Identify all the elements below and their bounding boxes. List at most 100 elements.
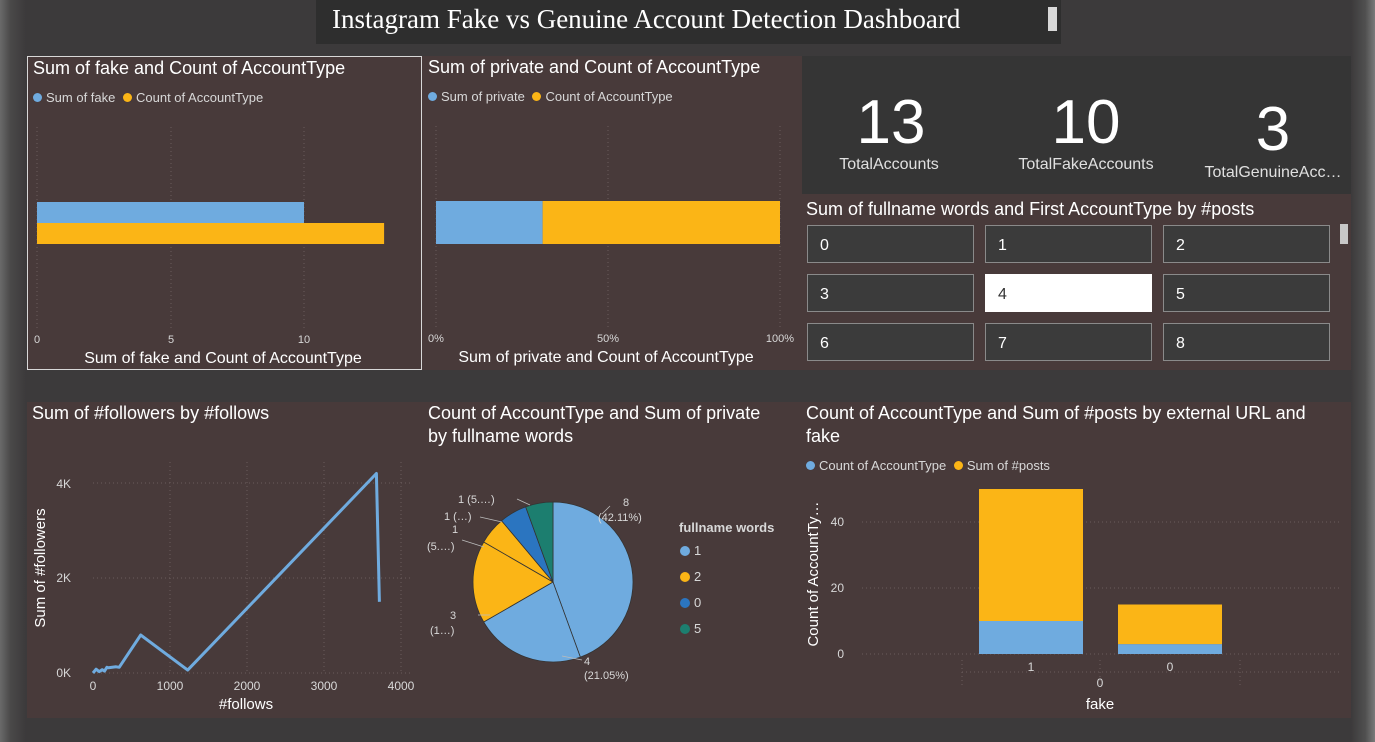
- chart-fullname-pie-panel[interactable]: Count of AccountType and Sum of private …: [422, 402, 802, 718]
- bar-count-of-accounttype[interactable]: [542, 201, 780, 244]
- chart-private-count-title: Sum of private and Count of AccountType: [428, 57, 761, 77]
- slice-label: 3: [450, 610, 456, 622]
- legend-dot-orange: [953, 461, 963, 470]
- slicer-item[interactable]: 8: [1163, 323, 1330, 361]
- followers-line[interactable]: [91, 472, 381, 674]
- legend-label: Sum of fake: [46, 90, 116, 105]
- chart-url-fake-plot: 0 20 40 1 0 0 fake Count of AccountTy…: [805, 489, 1342, 713]
- legend-dot-orange: [532, 92, 542, 101]
- pie-slice[interactable]: [483, 581, 581, 663]
- y-tick-label: 2K: [56, 571, 71, 585]
- kpi-fake-accounts-label: TotalFakeAccounts: [1018, 156, 1154, 173]
- chart-fake-count-plot: 0 5 10 Sum of fake and Count of AccountT…: [34, 127, 385, 367]
- legend-dot-blue: [428, 92, 437, 101]
- legend-label: Count of AccountType: [545, 89, 673, 104]
- legend-dot-blue: [680, 546, 690, 556]
- slicer-item[interactable]: 3: [807, 274, 974, 312]
- x-tick-label: 0: [90, 679, 97, 693]
- chart-fake-count-title: Sum of fake and Count of AccountType: [33, 58, 346, 78]
- kpi-area: 13 TotalAccounts 10 TotalFakeAccounts 3 …: [802, 56, 1351, 194]
- slicer-item[interactable]: 7: [985, 323, 1152, 361]
- x-axis-title: Sum of private and Count of AccountType: [458, 349, 753, 366]
- posts-slicer-title: Sum of fullname words and First AccountT…: [806, 199, 1255, 219]
- legend-label: Sum of private: [441, 89, 525, 104]
- bar-count-accounttype-0[interactable]: [1118, 644, 1222, 654]
- y-tick-label: 40: [831, 515, 845, 529]
- slice-label: (21.05%): [584, 670, 629, 682]
- legend-dot-blue: [806, 461, 815, 470]
- chart-fake-count-legend: Sum of fake Count of AccountType: [33, 90, 263, 105]
- x-category-label: 1: [1028, 660, 1035, 674]
- slice-label: 1 (5.…): [458, 494, 495, 506]
- chart-url-fake-title-line2: fake: [806, 426, 841, 446]
- x-axis-title: #follows: [219, 696, 273, 713]
- leader-line: [461, 539, 485, 548]
- slice-label: 8: [623, 497, 629, 509]
- kpi-fake-accounts-value: 10: [1051, 88, 1121, 157]
- slice-label: (5.…): [427, 541, 455, 553]
- posts-slicer-panel: Sum of fullname words and First AccountT…: [802, 194, 1351, 370]
- y-tick-label: 4K: [56, 477, 71, 491]
- legend-label: 1: [694, 543, 701, 558]
- x-tick-label: 3000: [311, 679, 338, 693]
- leader-line: [601, 505, 611, 515]
- chart-fake-count-panel[interactable]: Sum of fake and Count of AccountType Sum…: [27, 56, 422, 370]
- legend-label: 5: [694, 621, 701, 636]
- x-tick-label: 0%: [428, 333, 444, 345]
- x-tick-label: 100%: [766, 333, 794, 345]
- chart-private-count-plot: 0% 50% 100% Sum of private and Count of …: [428, 126, 794, 366]
- chart-url-fake-title-line1: Count of AccountType and Sum of #posts b…: [806, 403, 1306, 423]
- slicer-item-selected[interactable]: 4: [985, 274, 1152, 312]
- dashboard-title: Instagram Fake vs Genuine Account Detect…: [332, 4, 961, 34]
- slice-label: (42.11%): [598, 512, 642, 524]
- y-tick-label: 20: [831, 581, 845, 595]
- pie-slice[interactable]: [525, 501, 554, 583]
- x-category-label: 0: [1167, 660, 1174, 674]
- slicer-item[interactable]: 6: [807, 323, 974, 361]
- kpi-genuine-accounts-value: 3: [1255, 95, 1291, 164]
- chart-pie-title-line2: by fullname words: [428, 426, 574, 446]
- chart-fullname-pie-plot: 8 (42.11%) 4 (21.05%) 3 (1…) 1 (5.…) 1 (…: [427, 494, 774, 682]
- bar-count-of-accounttype[interactable]: [37, 223, 385, 244]
- slice-label: 1: [452, 524, 458, 536]
- chart-followers-title: Sum of #followers by #follows: [32, 403, 270, 423]
- y-axis-title: Count of AccountTy…: [805, 501, 822, 646]
- slicer-item[interactable]: 5: [1163, 274, 1330, 312]
- x-tick-label: 4000: [388, 679, 415, 693]
- slice-label: (1…): [430, 625, 454, 637]
- x-axis-title: fake: [1086, 696, 1114, 713]
- x-tick-label: 2000: [234, 679, 261, 693]
- chart-followers-panel[interactable]: Sum of #followers by #follows 0K 2K 4K 0…: [27, 402, 422, 718]
- x-tick-label: 0: [34, 334, 40, 346]
- legend-dot-darkblue: [680, 598, 690, 608]
- chart-private-count-panel[interactable]: Sum of private and Count of AccountType …: [422, 56, 802, 370]
- x-tick-label: 50%: [597, 333, 619, 345]
- chart-followers-plot: 0K 2K 4K 0 1000 2000 3000 4000 #follows …: [32, 462, 415, 713]
- legend-label: Count of AccountType: [136, 90, 264, 105]
- slicer-item[interactable]: 1: [985, 225, 1152, 263]
- legend-label: 0: [694, 595, 701, 610]
- leader-line: [516, 498, 531, 506]
- bar-sum-posts-1[interactable]: [979, 489, 1083, 621]
- slicer-item[interactable]: 2: [1163, 225, 1330, 263]
- y-axis-title: Sum of #followers: [32, 508, 49, 627]
- legend-label: Count of AccountType: [819, 458, 947, 473]
- kpi-total-accounts-label: TotalAccounts: [839, 156, 939, 173]
- chart-private-count-legend: Sum of private Count of AccountType: [428, 89, 673, 104]
- bar-sum-of-fake[interactable]: [37, 202, 304, 223]
- kpi-total-accounts-value: 13: [856, 88, 926, 157]
- x-group-label: 0: [1097, 676, 1104, 690]
- title-cursor: [1048, 7, 1057, 31]
- slicer-scrollbar[interactable]: [1340, 224, 1348, 244]
- legend-dot-orange: [680, 572, 690, 582]
- bar-sum-of-private[interactable]: [436, 201, 543, 244]
- slicer-item[interactable]: 0: [807, 225, 974, 263]
- chart-url-fake-panel[interactable]: Count of AccountType and Sum of #posts b…: [802, 402, 1351, 718]
- y-tick-label: 0K: [56, 666, 71, 680]
- window-frame-right: [1351, 0, 1375, 742]
- legend-label: 2: [694, 569, 701, 584]
- pie-slice[interactable]: [552, 501, 634, 658]
- x-tick-label: 1000: [157, 679, 184, 693]
- bar-sum-posts-0[interactable]: [1118, 604, 1222, 645]
- bar-count-accounttype-1[interactable]: [979, 621, 1083, 654]
